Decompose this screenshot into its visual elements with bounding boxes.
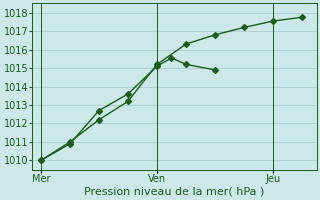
X-axis label: Pression niveau de la mer( hPa ): Pression niveau de la mer( hPa ) — [84, 187, 265, 197]
